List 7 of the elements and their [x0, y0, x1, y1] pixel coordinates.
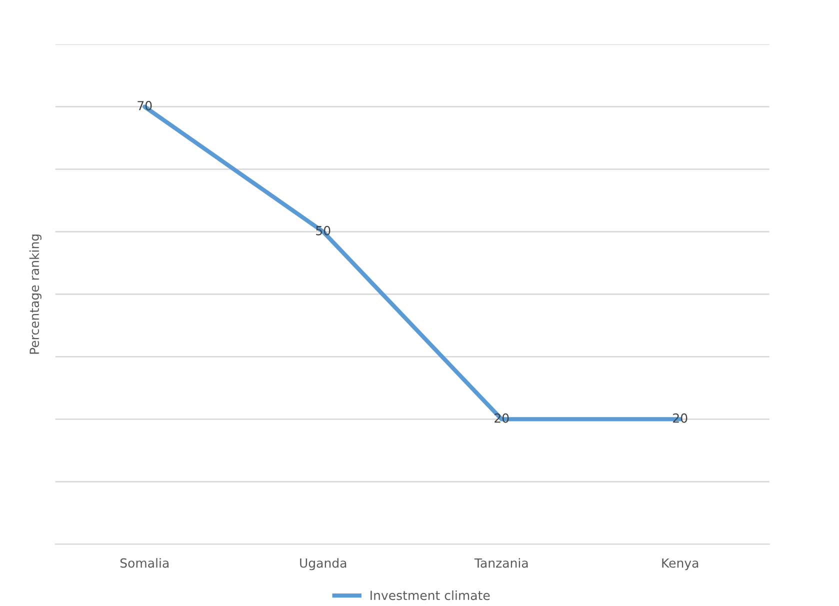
legend-label: Investment climate: [370, 590, 490, 600]
x-tick-label: Uganda: [300, 558, 346, 570]
x-tick-label: Somalia: [120, 558, 168, 568]
x-tick-label: Kenya: [662, 558, 698, 570]
x-tick-label: Tanzania: [474, 558, 528, 568]
data-label: 70: [138, 100, 152, 110]
y-axis-title: Percentage ranking: [29, 234, 42, 354]
